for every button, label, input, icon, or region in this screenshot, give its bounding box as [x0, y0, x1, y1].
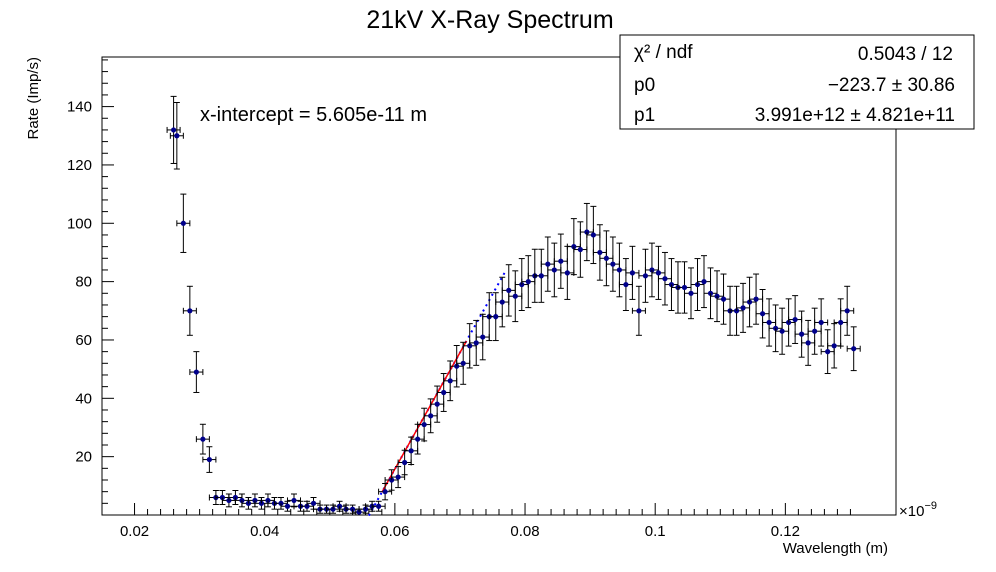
stats-row-p1: p1 3.991e+12 ± 4.821e+11	[634, 105, 955, 126]
stats-row-p0: p0 −223.7 ± 30.86	[634, 75, 955, 96]
data-point	[840, 285, 855, 336]
y-axis-label: Rate (Imp/s)	[25, 57, 42, 140]
stats-box	[619, 34, 975, 130]
y-tick-label: 60	[75, 332, 92, 349]
data-point	[683, 267, 698, 320]
x-axis: 0.02 0.04 0.06 0.08 0.1 0.12	[120, 503, 851, 540]
data-point	[195, 423, 210, 455]
data-point	[716, 273, 731, 325]
data-point	[762, 298, 777, 347]
stats-label: p1	[634, 105, 655, 126]
stats-value: 3.991e+12 ± 4.821e+11	[755, 105, 955, 126]
stats-value: −223.7 ± 30.86	[828, 75, 955, 96]
x-axis-label: Wavelength (m)	[783, 540, 888, 557]
data-point	[560, 245, 575, 300]
data-point	[286, 493, 301, 508]
data-point	[618, 258, 633, 312]
data-point	[612, 242, 627, 298]
y-tick-label: 100	[67, 215, 92, 232]
x-tick-label: 0.04	[250, 523, 279, 540]
data-point	[547, 242, 562, 298]
y-tick-label: 120	[67, 157, 92, 174]
data-point	[371, 500, 386, 512]
data-point	[189, 351, 204, 393]
data-point	[794, 310, 809, 358]
y-axis: 20 40 60 80 100 120 140	[67, 59, 114, 504]
x-tick-label: 0.12	[771, 523, 800, 540]
x-intercept-annotation: x-intercept = 5.605e-11 m	[200, 104, 427, 126]
data-point	[644, 242, 659, 298]
data-point	[736, 282, 751, 333]
data-point	[631, 285, 646, 336]
data-point	[677, 261, 692, 314]
data-point	[501, 264, 516, 317]
x-tick-label: 0.06	[380, 523, 409, 540]
data-point	[508, 270, 523, 323]
data-point	[755, 289, 770, 339]
data-point	[807, 307, 822, 355]
data-point	[553, 233, 568, 289]
stats-value: 0.5043 / 12	[858, 44, 953, 65]
data-point	[176, 193, 191, 253]
data-point	[495, 276, 510, 328]
data-point	[599, 230, 614, 287]
data-point	[540, 236, 555, 292]
data-point	[443, 360, 458, 402]
data-point	[814, 298, 829, 347]
stats-label: p0	[634, 75, 655, 96]
data-point	[625, 245, 640, 300]
y-tick-label: 140	[67, 99, 92, 116]
data-point	[378, 482, 393, 501]
data-point	[833, 298, 848, 347]
data-point	[775, 307, 790, 355]
y-tick-label: 80	[75, 274, 92, 291]
data-point	[469, 319, 484, 366]
data-point	[846, 326, 861, 372]
data-points	[166, 95, 861, 516]
data-point	[182, 285, 197, 336]
x-tick-label: 0.02	[120, 523, 149, 540]
chart-title: 21kV X-Ray Spectrum	[366, 6, 613, 34]
x-tick-label: 0.1	[645, 523, 666, 540]
data-point	[397, 449, 412, 476]
x-exponent-label: ×10−9	[899, 500, 937, 520]
y-tick-label: 20	[75, 449, 92, 466]
stats-label: χ² / ndf	[634, 42, 693, 63]
data-point	[166, 95, 181, 164]
data-point	[534, 248, 549, 303]
stats-row-chi2: χ² / ndf 0.5043 / 12	[634, 42, 953, 65]
data-point	[638, 248, 653, 303]
data-point	[820, 329, 835, 375]
data-point	[202, 446, 217, 473]
data-point	[169, 102, 184, 170]
data-point	[697, 255, 712, 309]
x-tick-label: 0.08	[510, 523, 539, 540]
data-point	[801, 319, 816, 366]
data-point	[592, 224, 607, 281]
data-point	[521, 255, 536, 309]
data-point	[605, 236, 620, 292]
data-point	[657, 251, 672, 306]
y-tick-label: 40	[75, 390, 92, 407]
data-point	[651, 245, 666, 300]
data-point	[293, 500, 308, 512]
